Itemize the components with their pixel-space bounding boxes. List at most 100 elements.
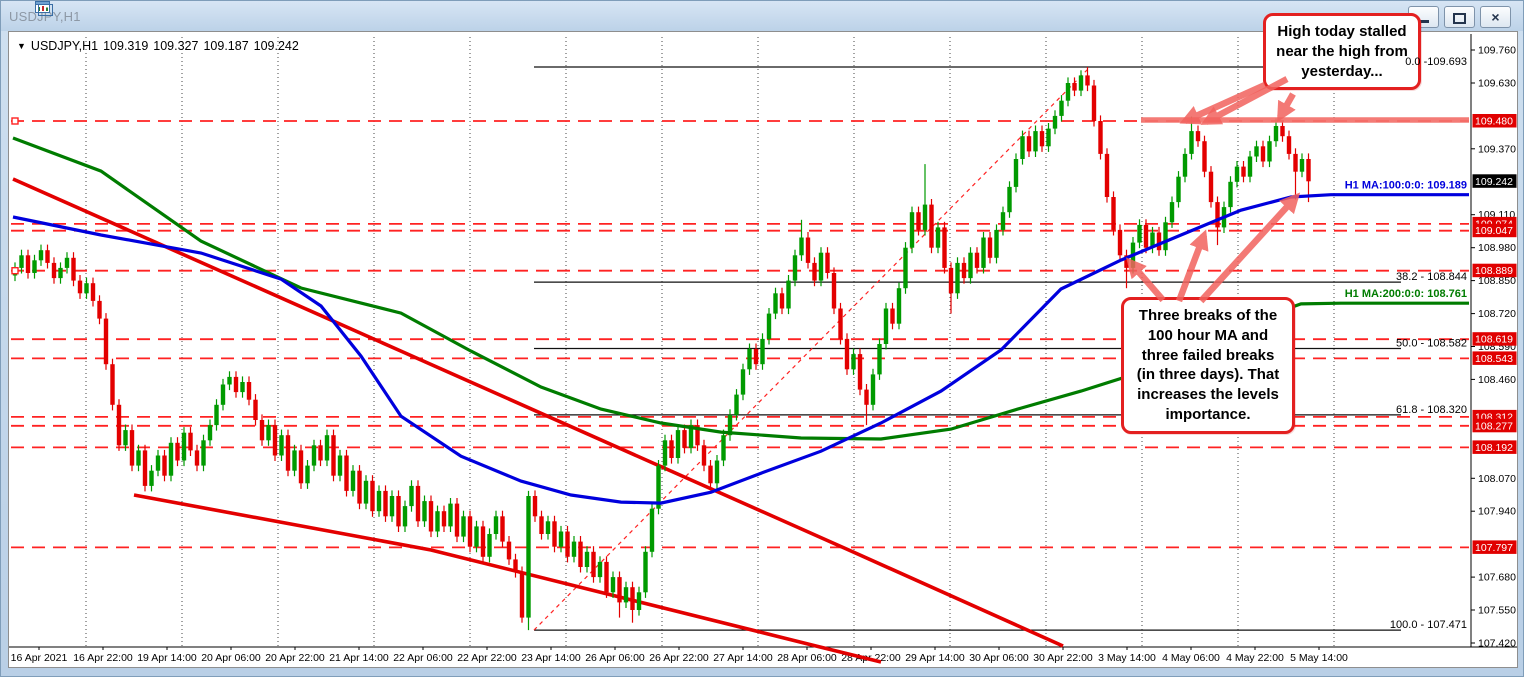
date-tick-label: 20 Apr 06:00 [201,652,261,664]
price-level-badge-label: 108.619 [1475,334,1513,346]
candle [838,308,843,339]
candle [623,587,629,603]
candle [942,227,947,268]
restore-button[interactable] [1444,6,1475,28]
candle [1208,171,1214,203]
candle [474,526,479,547]
candle [981,237,986,268]
price-tick-label: 107.550 [1478,605,1516,617]
candle [155,455,161,471]
candle [519,572,525,618]
candle [103,318,109,365]
annotation-high-note[interactable]: High today stalled near the high from ye… [1263,13,1421,91]
candle [1150,232,1155,248]
candle [753,349,759,365]
candle [1117,229,1123,256]
candle [935,227,941,248]
candle [526,496,531,618]
line-anchor-marker[interactable] [11,267,19,275]
candle [844,338,850,370]
price-tick-label: 109.760 [1478,45,1516,57]
downtrend-line-lower[interactable] [133,493,882,664]
candle [955,262,960,294]
date-tick-label: 29 Apr 14:00 [905,652,965,664]
candle [1189,131,1194,154]
candle [812,262,817,281]
candle [97,300,102,319]
candle [194,450,200,466]
candle [617,577,622,603]
candle [1033,131,1038,152]
candle [591,551,596,578]
candle [58,267,63,279]
candle [500,516,505,542]
price-tick-label: 109.630 [1478,78,1516,90]
candle [662,440,668,466]
date-tick-label: 5 May 14:00 [1290,652,1348,664]
candle [532,496,538,517]
candle [311,445,317,466]
candle [1020,136,1025,159]
candle [370,480,375,512]
close-button[interactable]: × [1480,6,1511,28]
candle [38,250,44,261]
candle [610,577,616,593]
annotation-breaks-note[interactable]: Three breaks of the 100 hour MA and thre… [1121,297,1295,434]
price-level-badge [1472,440,1517,454]
downtrend-line-upper[interactable] [12,177,1064,648]
candle [649,508,655,552]
date-tick-label: 30 Apr 06:00 [969,652,1029,664]
candle [857,354,863,390]
candle [818,252,824,281]
candle [129,430,135,466]
candle [636,592,642,610]
candle [1143,224,1149,248]
candle [584,551,590,567]
candle [890,308,895,324]
candle [987,237,993,258]
candle [188,432,193,451]
price-tick-label: 108.460 [1478,374,1516,386]
price-level-badge [1472,332,1517,346]
candle [435,511,440,532]
candle [467,516,473,547]
candle [1013,159,1019,187]
candle [896,288,902,324]
candle [727,414,733,436]
window-title: USDJPY,H1 [9,8,81,24]
open-value: 109.319 [103,39,149,53]
candle [1169,202,1175,223]
candle [181,432,187,461]
price-tick-label: 108.720 [1478,308,1516,320]
candle [90,283,96,301]
chevron-down-icon[interactable]: ▼ [17,41,26,51]
fib-base-line[interactable] [533,66,1091,631]
chart-icon [35,1,53,16]
current-price-badge-label: 109.242 [1475,176,1513,188]
candle [539,516,544,534]
candle [1065,83,1071,101]
candle [19,255,24,268]
line-anchor-marker[interactable] [11,117,19,125]
candle [870,374,876,405]
candle [64,257,70,268]
low-value: 109.187 [203,39,249,53]
minimize-icon [1418,20,1429,23]
price-level-badge-label: 109.047 [1475,225,1513,237]
price-level-badge [1472,114,1517,128]
candle [708,465,713,484]
candle [545,521,551,534]
candle [773,293,778,314]
candle [1026,136,1032,152]
candle [1306,159,1311,182]
candle [331,435,336,476]
date-tick-label: 26 Apr 06:00 [585,652,645,664]
quote-header[interactable]: ▼ USDJPY,H1 109.319 109.327 109.187 109.242 [17,39,304,53]
candle [558,531,564,547]
price-level-badge [1472,223,1517,238]
candle [974,252,980,268]
candle [246,382,252,400]
candle [45,250,50,263]
ma-200-label: H1 MA:200:0:0: 108.761 [1345,288,1467,300]
